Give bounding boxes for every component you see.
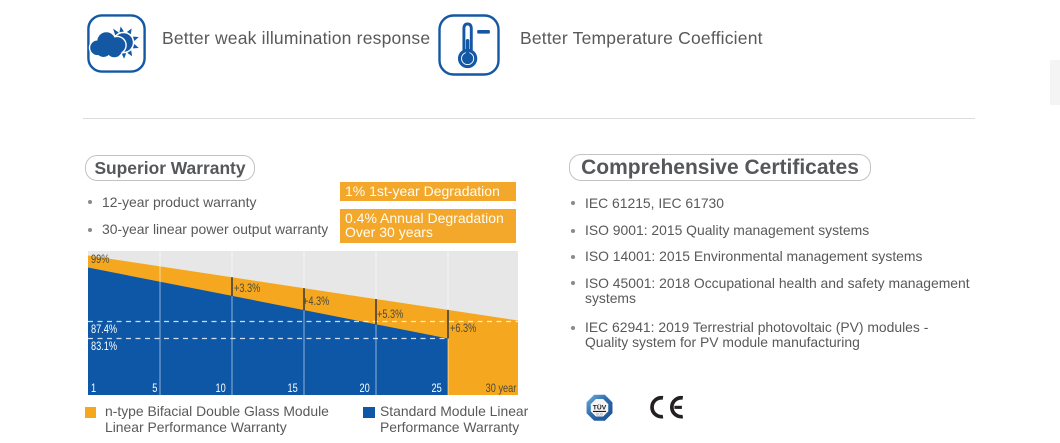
svg-text:TÜV: TÜV xyxy=(593,403,607,412)
svg-text:SÜD: SÜD xyxy=(596,413,604,417)
